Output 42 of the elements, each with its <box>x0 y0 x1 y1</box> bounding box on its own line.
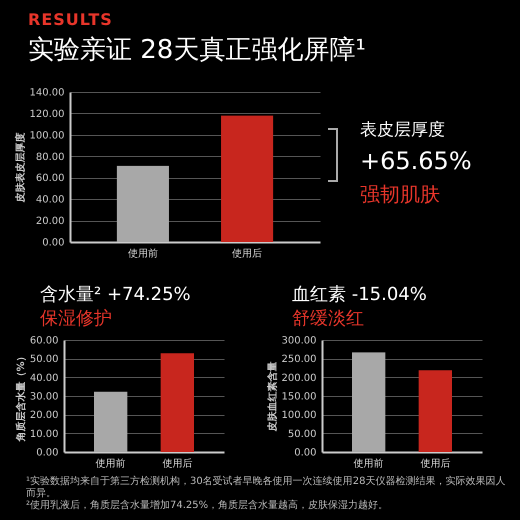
y-tick-label: 10.00 <box>30 428 58 440</box>
y-tick-label: 100.00 <box>282 410 316 422</box>
y-tick-label: 200.00 <box>282 372 316 384</box>
y-axis-title: 角质层含水量（%） <box>14 351 27 443</box>
y-tick-label: 80.00 <box>36 152 64 163</box>
text: 表皮层厚度 <box>360 119 446 141</box>
y-tick-label: 60.00 <box>36 173 64 184</box>
y-tick-label: 30.00 <box>30 392 58 402</box>
chart-subtitle: 保湿修护 <box>40 307 113 330</box>
chart-title: 血红素 -15.04% <box>292 283 428 306</box>
y-tick-label: 40.00 <box>30 372 58 384</box>
y-tick-label: 0.00 <box>36 448 58 458</box>
x-tick-label: 使用后 <box>162 458 192 470</box>
y-tick-label: 120.00 <box>30 108 64 120</box>
x-tick-label: 使用前 <box>128 248 158 260</box>
text: 强韧肌肤 <box>360 181 441 208</box>
y-tick-label: 0.00 <box>42 238 64 248</box>
y-tick-label: 50.00 <box>30 354 58 366</box>
y-tick-label: 20.00 <box>36 216 64 228</box>
y-tick-label: 300.00 <box>282 336 316 346</box>
chart-title: 含水量² +74.25% <box>40 283 192 306</box>
chart-subtitle: 舒缓淡红 <box>292 307 365 330</box>
y-axis-title: 皮肤血红素含量 <box>266 362 279 432</box>
text: ²使用乳液后，角质层含水量增加74.25%，角质层含水量越高，皮肤保湿力越好。 <box>26 500 390 512</box>
y-tick-label: 60.00 <box>30 336 58 346</box>
chart-title: RESULTS <box>28 10 113 29</box>
y-tick-label: 20.00 <box>30 410 58 422</box>
y-tick-label: 50.00 <box>288 428 316 440</box>
y-tick-label: 250.00 <box>282 354 316 366</box>
x-tick-label: 使用后 <box>420 458 450 470</box>
chart-subtitle: 实验亲证 28天真正强化屏障¹ <box>28 34 366 67</box>
x-tick-label: 使用前 <box>354 458 384 470</box>
x-tick-label: 使用前 <box>96 458 126 470</box>
y-tick-label: 0.00 <box>294 448 316 458</box>
y-tick-label: 40.00 <box>36 194 64 206</box>
y-tick-label: 150.00 <box>282 392 316 402</box>
y-tick-label: 140.00 <box>30 88 64 98</box>
text: ¹实验数据均来自于第三方检测机构，30名受试者早晚各使用一次连续使用28天仪器检测结果，实际效果因人而异。 <box>26 476 506 500</box>
y-tick-label: 100.00 <box>30 130 64 142</box>
y-axis-title: 皮肤表皮层厚度 <box>14 132 27 204</box>
x-tick-label: 使用后 <box>232 248 262 260</box>
text: +65.65% <box>360 147 472 175</box>
